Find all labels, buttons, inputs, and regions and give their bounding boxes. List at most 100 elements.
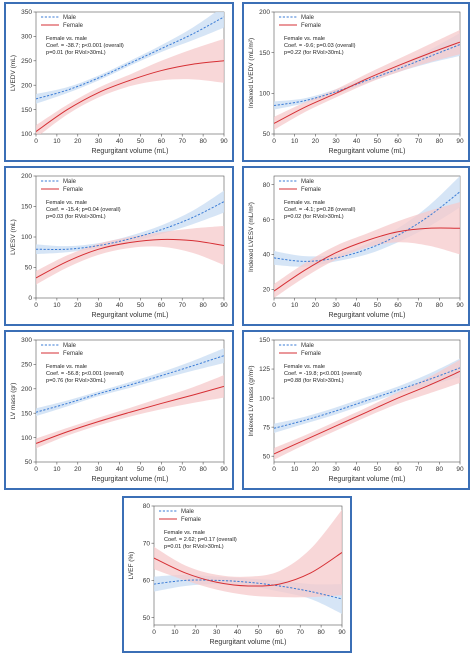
legend-label-female: Female bbox=[301, 351, 322, 357]
plot-area bbox=[273, 11, 461, 135]
annotation-line: p=0.01 (for RVol>30mL) bbox=[46, 50, 106, 56]
x-tick-label: 60 bbox=[276, 629, 284, 636]
chart-svg: 0 10 20 30 40 50 60 70 80 90 50 60 70 80 Regurgitant v… bbox=[128, 503, 346, 646]
x-tick-label: 30 bbox=[95, 466, 103, 473]
x-tick-label: 0 bbox=[34, 466, 38, 473]
chart-panel-lv-mass: 0 10 20 30 40 50 60 70 80 90 50 100 150 200 250 300 Regu… bbox=[4, 330, 234, 490]
x-tick-label: 40 bbox=[353, 466, 361, 473]
x-tick-label: 50 bbox=[374, 138, 382, 145]
x-tick-label: 30 bbox=[95, 138, 103, 145]
legend-label-female: Female bbox=[301, 23, 322, 29]
legend-label-male: Male bbox=[301, 15, 315, 21]
x-tick-label: 10 bbox=[53, 466, 61, 473]
y-axis-label: LVEDV (mL) bbox=[10, 55, 17, 91]
y-tick-label: 100 bbox=[259, 395, 270, 402]
x-tick-label: 60 bbox=[158, 302, 166, 309]
ci-band-female bbox=[274, 359, 460, 460]
ci-band-female bbox=[274, 202, 460, 298]
x-tick-label: 60 bbox=[158, 466, 166, 473]
chart-panel-indexed-lvesv: 0 10 20 30 40 50 60 70 80 90 20 40 60 80 Regurgitant v… bbox=[242, 166, 470, 326]
x-tick-label: 20 bbox=[312, 138, 320, 145]
annotation-line: Female vs. male bbox=[164, 530, 205, 536]
series-line-male bbox=[36, 355, 224, 413]
x-tick-label: 50 bbox=[374, 302, 382, 309]
x-tick-label: 10 bbox=[291, 138, 299, 145]
x-tick-label: 30 bbox=[213, 629, 221, 636]
x-tick-label: 70 bbox=[415, 466, 423, 473]
series-line-female bbox=[36, 238, 224, 279]
x-tick-label: 20 bbox=[312, 466, 320, 473]
y-tick-label: 100 bbox=[21, 435, 32, 442]
series-line-female bbox=[36, 60, 224, 132]
annotation-line: p=0.88 (for RVol>30mL) bbox=[284, 378, 344, 384]
series-line-female bbox=[36, 385, 224, 444]
annotation-line: p=0.01 (for RVol>30mL) bbox=[164, 544, 224, 550]
x-axis-label: Regurgitant volume (mL) bbox=[91, 476, 168, 483]
y-tick-label: 40 bbox=[263, 252, 271, 259]
x-tick-label: 90 bbox=[220, 138, 228, 145]
y-tick-label: 50 bbox=[263, 131, 271, 138]
legend-label-male: Male bbox=[63, 343, 77, 349]
x-tick-label: 30 bbox=[95, 302, 103, 309]
x-tick-label: 50 bbox=[374, 466, 382, 473]
x-tick-label: 80 bbox=[436, 302, 444, 309]
x-tick-label: 80 bbox=[199, 302, 207, 309]
ci-band-female bbox=[36, 38, 224, 134]
legend-label-male: Male bbox=[63, 15, 77, 21]
y-tick-label: 50 bbox=[143, 615, 151, 622]
chart-panel-indexed-lv-mass: 0 10 20 30 40 50 60 70 80 90 50 75 100 125 150 Regurgit… bbox=[242, 330, 470, 490]
x-tick-label: 30 bbox=[332, 138, 340, 145]
series-line-male bbox=[36, 16, 224, 100]
x-tick-label: 40 bbox=[353, 138, 361, 145]
chart-panel-lvesv: 0 10 20 30 40 50 60 70 80 90 0 50 100 150 200 Regurgita… bbox=[4, 166, 234, 326]
x-tick-label: 70 bbox=[179, 466, 187, 473]
x-tick-label: 80 bbox=[199, 466, 207, 473]
annotation-line: Female vs. male bbox=[46, 200, 87, 206]
y-tick-label: 150 bbox=[21, 410, 32, 417]
chart-svg: 0 10 20 30 40 50 60 70 80 90 20 40 60 80 Regurgitant v… bbox=[248, 175, 464, 319]
annotation-line: p=0.22 (for RVol>30mL) bbox=[284, 50, 344, 56]
legend-label-female: Female bbox=[181, 517, 202, 523]
legend-label-female: Female bbox=[63, 351, 84, 357]
y-tick-label: 150 bbox=[21, 204, 32, 211]
x-axis-label: Regurgitant volume (mL) bbox=[328, 148, 405, 155]
y-tick-label: 250 bbox=[21, 58, 32, 65]
annotation-line: Female vs. male bbox=[46, 364, 87, 370]
x-tick-label: 70 bbox=[179, 302, 187, 309]
chart-svg: 0 10 20 30 40 50 60 70 80 90 50 75 100 125 150 Regurgit… bbox=[248, 337, 464, 483]
y-tick-label: 100 bbox=[259, 91, 270, 98]
legend-label-male: Male bbox=[301, 179, 315, 185]
x-tick-label: 40 bbox=[234, 629, 242, 636]
x-tick-label: 70 bbox=[415, 302, 423, 309]
y-axis-label: Indexed LV mass (gr/m²) bbox=[248, 365, 255, 436]
series-line-male bbox=[154, 579, 342, 600]
x-tick-label: 60 bbox=[158, 138, 166, 145]
x-tick-label: 20 bbox=[312, 302, 320, 309]
y-tick-label: 100 bbox=[21, 131, 32, 138]
series-line-female bbox=[274, 41, 460, 124]
annotation-line: Coef. = -19.8; p<0.001 (overall) bbox=[284, 371, 362, 377]
series-line-female bbox=[154, 552, 342, 587]
y-tick-label: 125 bbox=[259, 366, 270, 373]
ci-band-female bbox=[36, 226, 224, 285]
annotation-line: Female vs. male bbox=[284, 364, 325, 370]
y-tick-label: 250 bbox=[21, 362, 32, 369]
x-tick-label: 80 bbox=[436, 466, 444, 473]
y-tick-label: 100 bbox=[21, 234, 32, 241]
x-tick-label: 60 bbox=[394, 302, 402, 309]
series-line-male bbox=[274, 367, 460, 429]
ci-band-female bbox=[154, 509, 342, 598]
x-tick-label: 20 bbox=[74, 138, 82, 145]
x-tick-label: 20 bbox=[74, 466, 82, 473]
x-tick-label: 90 bbox=[456, 138, 464, 145]
y-tick-label: 80 bbox=[263, 182, 271, 189]
x-tick-label: 70 bbox=[415, 138, 423, 145]
chart-svg: 0 10 20 30 40 50 60 70 80 90 0 50 100 150 200 Regurgita… bbox=[10, 173, 228, 319]
annotation-line: Coef. = -4.1; p=0.28 (overall) bbox=[284, 207, 356, 213]
series-line-female bbox=[274, 227, 460, 292]
x-tick-label: 10 bbox=[53, 302, 61, 309]
x-tick-label: 60 bbox=[394, 466, 402, 473]
x-tick-label: 0 bbox=[272, 466, 276, 473]
y-tick-label: 300 bbox=[21, 34, 32, 41]
annotation-line: Female vs. male bbox=[284, 200, 325, 206]
